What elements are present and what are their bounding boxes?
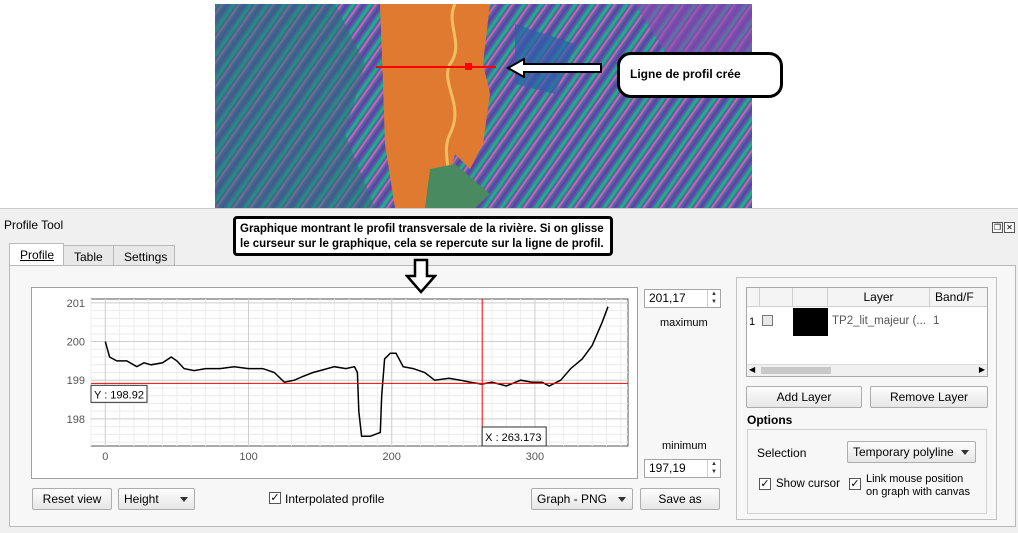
horizontal-scrollbar[interactable]: ◀ ▶ <box>747 364 987 376</box>
y-tick-label: 199 <box>67 375 85 387</box>
profile-cursor-marker <box>465 63 472 70</box>
y-tick-label: 200 <box>67 337 85 349</box>
profile-line <box>376 66 496 68</box>
add-layer-button[interactable]: Add Layer <box>746 386 862 408</box>
cursor-x-label: X : 263.173 <box>485 432 541 444</box>
arrow-left-icon <box>506 58 602 78</box>
show-cursor-label: Show cursor <box>776 478 840 490</box>
interpolated-label: Interpolated profile <box>285 492 385 506</box>
y-tick-label: 201 <box>67 298 85 310</box>
height-select-value: Height <box>124 492 159 506</box>
column-header <box>760 288 793 307</box>
height-select[interactable]: Height <box>118 488 195 510</box>
dock-title: Profile Tool <box>4 218 64 232</box>
tab-label: Table <box>74 250 103 264</box>
selection-value: Temporary polyline <box>853 445 954 459</box>
min-value: 197,19 <box>649 461 686 475</box>
layer-band: 1 <box>933 315 940 327</box>
scrollbar-thumb[interactable] <box>761 367 831 374</box>
tab-label: Profile <box>20 248 55 262</box>
spin-arrows-icon[interactable]: ▲ ▼ <box>707 460 720 477</box>
cursor-y-label-box <box>90 384 148 403</box>
layer-name: TP2_lit_majeur (... <box>832 315 926 327</box>
link-mouse-checkbox[interactable]: ✓ <box>849 478 861 490</box>
column-header-layer[interactable]: Layer <box>828 288 930 307</box>
profile-series-line <box>104 306 609 438</box>
max-label: maximum <box>660 317 708 329</box>
chevron-down-icon <box>961 450 969 455</box>
elevation-map-image <box>215 4 752 208</box>
row-index: 1 <box>749 316 756 328</box>
export-format-select[interactable]: Graph - PNG <box>531 488 633 510</box>
cursor-x-label-box <box>481 426 547 447</box>
y-tick-label: 198 <box>67 414 85 426</box>
link-mouse-label-line: Link mouse position <box>866 473 964 485</box>
max-value: 201,17 <box>649 291 686 305</box>
export-format-value: Graph - PNG <box>537 492 608 506</box>
scroll-right-icon[interactable]: ▶ <box>978 365 985 374</box>
max-value-spinbox[interactable]: 201,17 ▲ ▼ <box>644 289 721 308</box>
column-header <box>793 288 828 307</box>
tab-profile[interactable]: Profile <box>9 243 64 265</box>
column-header <box>747 288 760 307</box>
tab-label: Settings <box>124 250 168 264</box>
dock-controls: ❐ ✕ <box>991 219 1015 233</box>
min-value-spinbox[interactable]: 197,19 ▲ ▼ <box>644 459 721 478</box>
layer-table[interactable]: Layer Band/F 1 TP2_lit_majeur (... 1 ◀ ▶ <box>746 287 988 377</box>
arrow-down-icon <box>405 258 437 294</box>
close-icon[interactable]: ✕ <box>1004 222 1015 233</box>
selection-select[interactable]: Temporary polyline <box>847 441 976 463</box>
table-row[interactable]: 1 TP2_lit_majeur (... 1 <box>747 307 987 337</box>
float-icon[interactable]: ❐ <box>992 222 1003 233</box>
link-mouse-label: Link mouse position on graph with canvas <box>866 473 970 499</box>
chevron-down-icon <box>180 497 188 502</box>
layer-color-swatch[interactable] <box>793 308 828 336</box>
options-group <box>747 429 987 514</box>
row-checkbox[interactable] <box>762 315 773 326</box>
column-header-band[interactable]: Band/F <box>930 288 987 307</box>
x-tick-label: 300 <box>526 451 544 463</box>
selection-label: Selection <box>757 446 807 460</box>
save-as-button[interactable]: Save as <box>640 488 720 510</box>
show-cursor-checkbox[interactable]: ✓ <box>759 478 771 490</box>
chevron-down-icon <box>618 497 626 502</box>
tab-settings[interactable]: Settings <box>113 245 175 265</box>
profile-chart[interactable]: 0 100 200 300 198 199 200 201 Y : 198.92 X : 263.… <box>31 287 638 479</box>
link-mouse-label-line: on graph with canvas <box>866 486 970 498</box>
x-tick-label: 0 <box>102 451 108 463</box>
chart-annotation: Graphique montrant le profil transversal… <box>233 216 613 256</box>
reset-view-button[interactable]: Reset view <box>32 488 112 510</box>
cursor-y-label: Y : 198.92 <box>94 389 144 401</box>
scroll-left-icon[interactable]: ◀ <box>749 365 756 374</box>
interpolated-checkbox[interactable]: ✓ <box>269 492 281 504</box>
tab-table[interactable]: Table <box>63 245 114 265</box>
profile-line-annotation: Ligne de profil crée <box>617 52 783 98</box>
min-label: minimum <box>662 440 707 452</box>
x-tick-label: 100 <box>239 451 257 463</box>
options-title: Options <box>747 413 793 427</box>
remove-layer-button[interactable]: Remove Layer <box>870 386 988 408</box>
x-tick-label: 200 <box>383 451 401 463</box>
spin-arrows-icon[interactable]: ▲ ▼ <box>707 290 720 307</box>
